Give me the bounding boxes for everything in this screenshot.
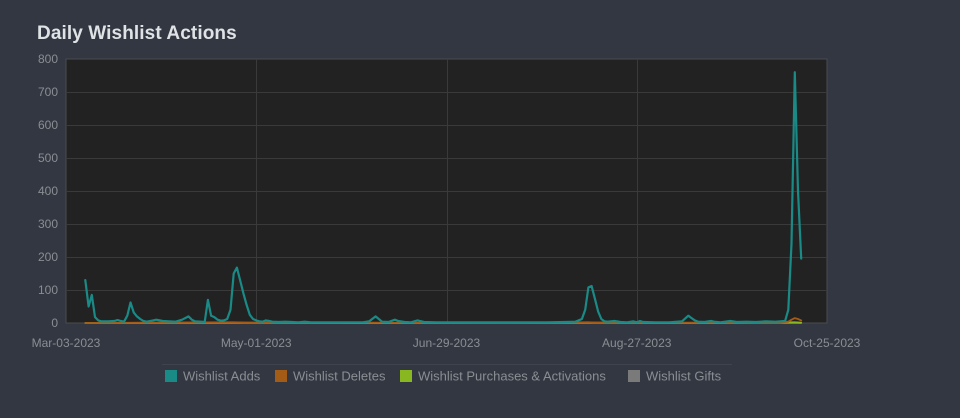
legend-item-wishlist-deletes[interactable]: Wishlist Deletes — [275, 369, 386, 384]
y-tick-label: 800 — [38, 52, 58, 66]
legend-label: Wishlist Purchases & Activations — [418, 369, 606, 384]
legend-label: Wishlist Adds — [183, 369, 261, 384]
legend-label: Wishlist Deletes — [293, 369, 386, 384]
x-tick-label: Mar-03-2023 — [32, 336, 101, 350]
grid-lines — [66, 59, 827, 323]
legend-item-wishlist-purchases-activations[interactable]: Wishlist Purchases & Activations — [400, 369, 606, 384]
x-tick-label: May-01-2023 — [221, 336, 292, 350]
legend: Wishlist Adds Wishlist Deletes Wishlist Pu… — [165, 369, 722, 384]
y-tick-label: 600 — [38, 118, 58, 132]
legend-item-wishlist-adds[interactable]: Wishlist Adds — [165, 369, 261, 384]
chart-title: Daily Wishlist Actions — [37, 23, 237, 44]
legend-label: Wishlist Gifts — [646, 369, 722, 384]
y-tick-label: 0 — [51, 316, 58, 330]
y-tick-label: 700 — [38, 85, 58, 99]
x-tick-label: Oct-25-2023 — [794, 336, 861, 350]
series-line-wishlist-deletes — [84, 317, 803, 324]
axis-labels: 0 100 200 300 400 500 600 700 800 Mar-03-2023 May-… — [32, 52, 861, 350]
legend-swatch — [628, 370, 640, 382]
series-lines — [84, 71, 803, 324]
y-tick-label: 500 — [38, 151, 58, 165]
legend-swatch — [400, 370, 412, 382]
x-tick-label: Jun-29-2023 — [413, 336, 481, 350]
legend-swatch — [275, 370, 287, 382]
x-tick-label: Aug-27-2023 — [602, 336, 672, 350]
y-tick-label: 300 — [38, 217, 58, 231]
legend-item-wishlist-gifts[interactable]: Wishlist Gifts — [628, 369, 722, 384]
y-tick-label: 200 — [38, 250, 58, 264]
legend-swatch — [165, 370, 177, 382]
series-line-wishlist-adds — [84, 71, 803, 324]
y-tick-label: 400 — [38, 184, 58, 198]
y-tick-label: 100 — [38, 283, 58, 297]
